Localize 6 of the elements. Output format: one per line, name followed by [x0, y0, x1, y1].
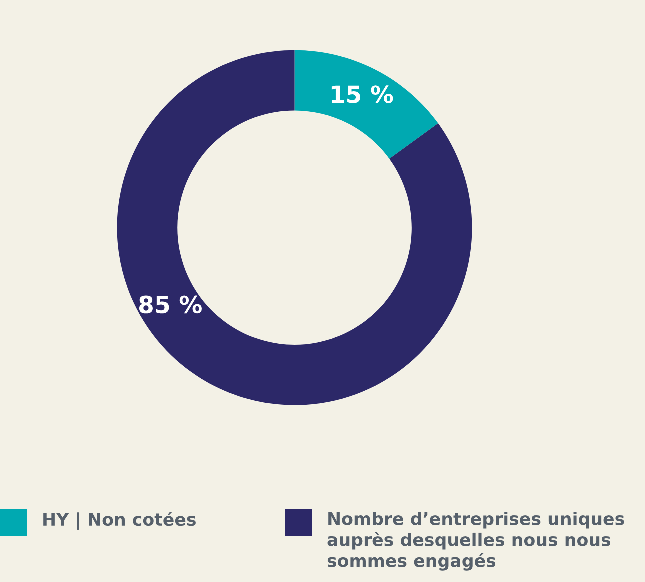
data-label: 85 %: [139, 296, 202, 314]
data-label: 15 %: [332, 86, 394, 104]
legend-label: Nombre d’entreprises uniques auprès desquelles nous nous sommes engagés: [328, 512, 624, 571]
legend-label: HY | Non cotées: [44, 512, 196, 530]
donut-slice: [294, 50, 438, 159]
donut-slice: [117, 50, 472, 406]
